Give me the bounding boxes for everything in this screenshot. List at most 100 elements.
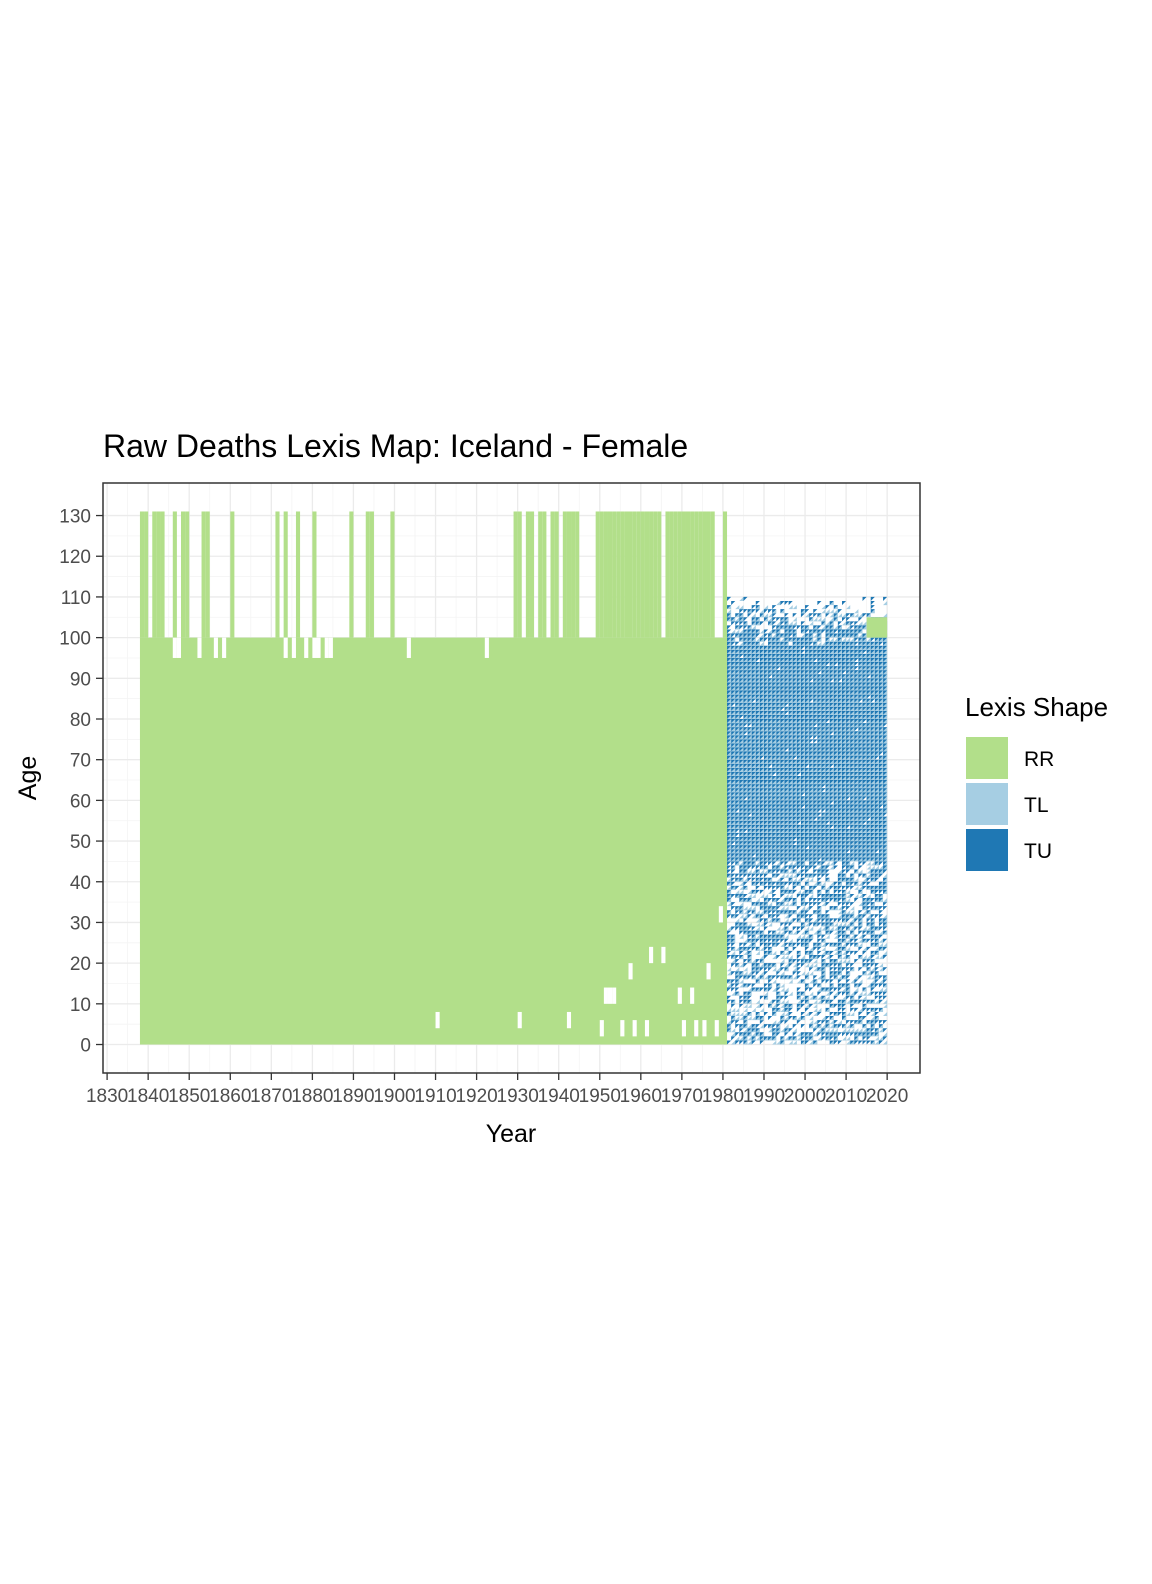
tl-cell [731,771,736,776]
tl-cell [768,617,773,622]
tl-cell [796,706,801,711]
tu-cell [784,926,789,931]
tu-cell [800,735,806,740]
tl-cell [821,946,826,951]
tl-cell [743,971,748,976]
tu-cell [841,702,847,707]
tu-cell [735,735,740,740]
tu-cell [805,763,810,768]
tl-cell [817,763,822,768]
tl-cell [739,857,744,862]
tu-cell [805,869,810,874]
missing-cell [517,1011,522,1029]
tl-cell [792,739,797,744]
tl-cell [739,934,744,939]
tu-cell [796,670,801,675]
tl-cell [735,617,740,622]
tu-cell [739,1024,744,1029]
tl-cell [772,743,777,748]
tl-cell [768,849,773,854]
tu-cell [731,832,736,837]
tl-cell [768,857,773,862]
tl-cell [772,918,777,923]
tu-cell [763,706,769,711]
tl-cell [796,710,801,715]
tu-cell [759,780,764,785]
tu-cell [825,706,830,711]
tl-cell [829,1028,834,1033]
tu-cell [743,784,748,789]
tu-cell [772,841,777,846]
tl-cell [759,1016,764,1021]
tl-cell [833,674,838,679]
tu-cell [817,1020,822,1025]
tl-cell [817,743,822,748]
tu-cell [817,662,822,667]
tl-cell [809,723,814,728]
tu-cell [776,885,781,890]
tl-cell [805,723,810,728]
tu-cell [751,767,756,772]
tl-cell [800,922,806,927]
tl-cell [821,755,826,760]
tu-cell [813,763,818,768]
tu-cell [837,902,842,907]
tu-cell [755,869,760,874]
tl-cell [759,906,764,911]
tl-cell [727,1028,732,1033]
tl-cell [837,796,842,801]
tu-cell [805,800,810,805]
tu-cell [784,617,789,622]
tu-cell [846,865,851,870]
tu-cell [800,637,806,642]
tu-cell [747,739,752,744]
tu-cell [739,922,744,927]
tu-cell [809,759,814,764]
tu-cell [784,641,789,646]
tl-cell [809,991,814,996]
tl-cell [825,934,830,939]
tl-cell [841,771,847,776]
tu-cell [817,828,822,833]
tl-cell [731,751,736,756]
tl-cell [759,775,764,781]
tu-cell [727,625,732,630]
tl-cell [747,653,752,658]
tu-cell [788,625,793,630]
tl-cell [727,800,732,805]
tu-cell [829,893,834,899]
tl-cell [776,902,781,907]
tu-cell [800,808,806,813]
tl-cell [747,629,752,634]
tu-cell [825,633,830,638]
tu-cell [759,674,764,679]
tu-cell [792,959,797,964]
tu-cell [817,682,822,687]
tl-cell [780,690,785,695]
tl-cell [837,893,842,899]
tu-cell [817,906,822,911]
tl-cell [768,723,773,728]
tl-cell [763,950,769,955]
tl-cell [796,837,801,842]
tl-cell [776,792,781,797]
tu-cell [780,950,785,955]
tl-cell [763,820,769,825]
tu-cell [763,694,769,699]
tl-cell [825,645,830,650]
tu-cell [751,910,756,915]
tl-cell [759,800,764,805]
tu-cell [731,690,736,695]
tl-cell [772,1003,777,1008]
tu-cell [817,666,822,671]
tl-cell [821,771,826,776]
tl-cell [759,971,764,976]
tu-cell [727,735,732,740]
tl-cell [772,763,777,768]
tu-cell [788,804,793,809]
tu-cell [829,898,834,903]
tl-cell [739,702,744,707]
tl-cell [813,751,818,756]
tu-cell [784,837,789,842]
tl-cell [739,841,744,846]
